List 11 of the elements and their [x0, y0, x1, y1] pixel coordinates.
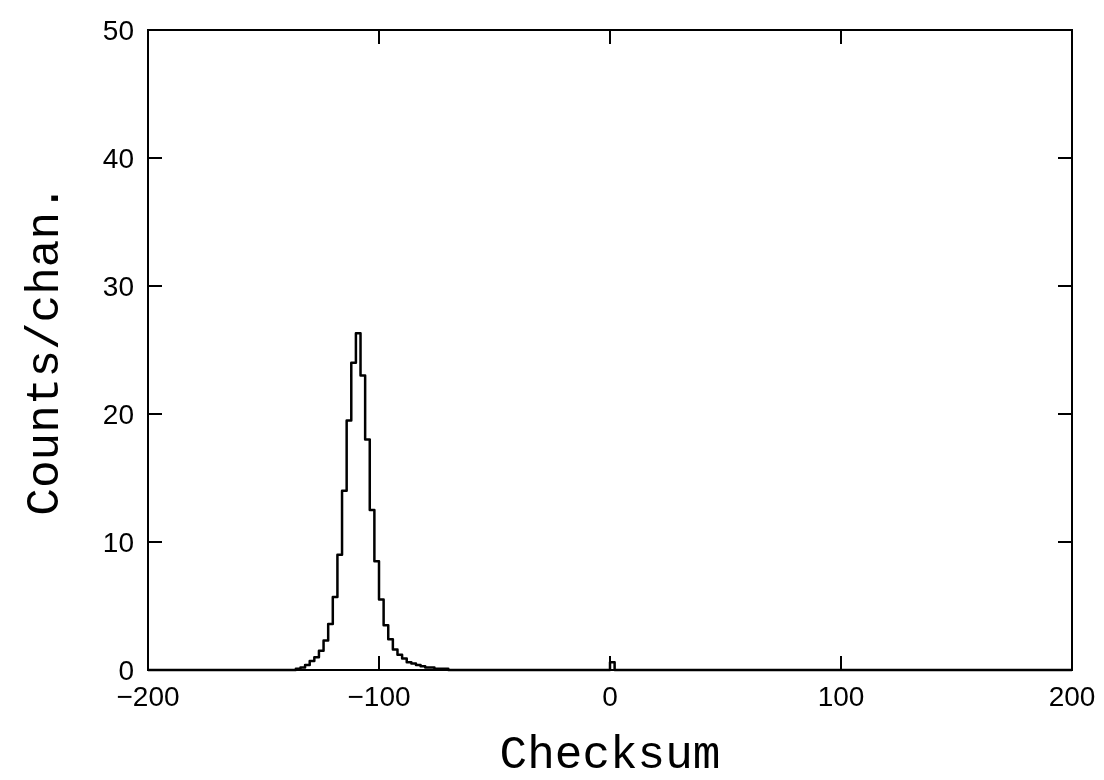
y-tick-label: 10 — [102, 526, 134, 558]
x-axis-title: Checksum — [499, 730, 721, 780]
x-tick-label: 0 — [602, 681, 618, 712]
y-axis-title: Counts/chan. — [20, 184, 72, 516]
x-tick-label: −100 — [347, 681, 411, 712]
y-tick-label: 40 — [102, 142, 134, 174]
y-tick-label: 30 — [102, 270, 134, 302]
x-tick-label: 100 — [817, 681, 865, 712]
x-tick-label: 200 — [1048, 681, 1096, 712]
y-tick-label: 50 — [102, 14, 134, 46]
y-tick-label: 20 — [102, 398, 134, 430]
